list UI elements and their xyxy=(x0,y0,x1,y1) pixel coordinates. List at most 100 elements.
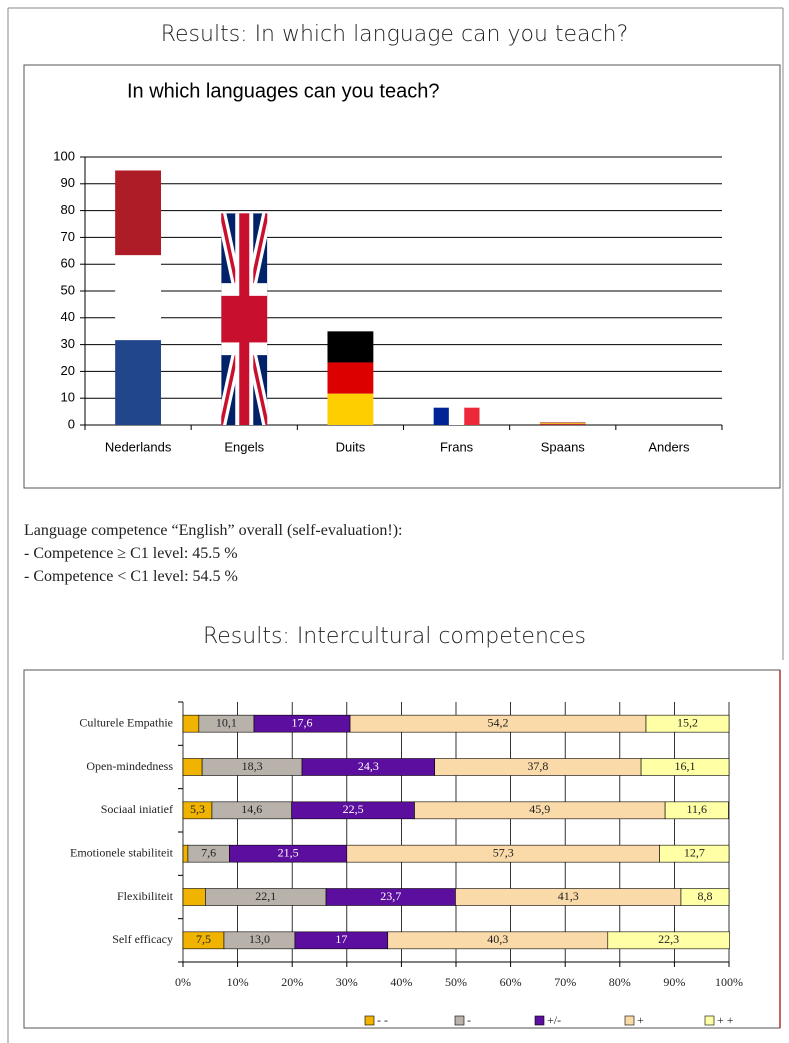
value-label: 5,3 xyxy=(190,802,205,816)
x-tick-label: Anders xyxy=(648,439,690,454)
heading: Results: In which language can you teach… xyxy=(160,22,629,47)
flag-part xyxy=(115,170,162,256)
y-tick-label: 100 xyxy=(53,148,75,163)
value-label: 13,0 xyxy=(249,932,270,946)
value-label: 37,8 xyxy=(527,759,548,773)
y-tick-label: 60 xyxy=(61,256,75,271)
bar-segment xyxy=(182,844,189,863)
x-tick-label: 100% xyxy=(715,975,743,989)
value-label: 17 xyxy=(335,932,347,946)
flag-part xyxy=(115,340,162,425)
flag-part xyxy=(539,423,586,425)
value-label: 24,3 xyxy=(358,759,379,773)
legend-swatch xyxy=(364,1015,375,1026)
y-tick-label: Open-mindedness xyxy=(86,759,173,773)
bar-segment xyxy=(182,714,200,733)
value-label: 45,9 xyxy=(529,802,550,816)
y-tick-label: 30 xyxy=(61,336,75,351)
legend-swatch xyxy=(624,1015,635,1026)
legend-swatch xyxy=(704,1015,715,1026)
bar-segment xyxy=(182,888,206,906)
note: - Competence < C1 level: 54.5 % xyxy=(24,568,238,585)
value-label: 40,3 xyxy=(487,932,508,946)
x-tick-label: Spaans xyxy=(541,439,586,454)
flag-part xyxy=(539,422,586,424)
flag-part xyxy=(327,393,374,425)
y-tick-label: 10 xyxy=(61,390,75,405)
note: Language competence “English” overall (s… xyxy=(24,522,403,539)
flag xyxy=(433,407,480,425)
y-tick-label: Emotionele stabiliteit xyxy=(70,845,174,859)
flag xyxy=(115,170,162,425)
y-tick-label: 70 xyxy=(61,229,75,244)
y-tick-label: 0 xyxy=(68,416,75,431)
competence-chart: 0% 10% 20% 30% 40% 50% 60% 70% 80% 90% 100% Culture… xyxy=(70,701,743,1027)
legend-label: +/- xyxy=(547,1013,561,1027)
flag xyxy=(221,213,268,425)
x-tick-label: Engels xyxy=(224,439,264,454)
value-label: 21,5 xyxy=(278,845,299,859)
x-tick-label: 10% xyxy=(227,975,249,989)
bar-segment xyxy=(607,931,730,950)
flag-part xyxy=(115,255,162,341)
x-tick-label: 80% xyxy=(609,975,631,989)
flag-part xyxy=(433,407,449,425)
value-label: 22,1 xyxy=(255,889,276,903)
value-label: 7,6 xyxy=(201,845,216,859)
x-tick-label: Frans xyxy=(440,439,474,454)
y-tick-label: Culturele Empathie xyxy=(79,715,173,729)
flag-part xyxy=(239,213,250,425)
bar-segment xyxy=(182,758,203,776)
value-label: 16,1 xyxy=(675,759,696,773)
bar-segment xyxy=(645,714,730,733)
value-label: 22,3 xyxy=(658,932,679,946)
value-label: 22,5 xyxy=(343,802,364,816)
value-label: 15,2 xyxy=(677,715,698,729)
x-tick-label: 30% xyxy=(336,975,358,989)
value-label: 11,6 xyxy=(687,802,708,816)
value-label: 54,2 xyxy=(488,715,509,729)
value-label: 7,5 xyxy=(196,932,211,946)
x-tick-label: 90% xyxy=(663,975,685,989)
y-tick-label: 90 xyxy=(61,175,75,190)
value-label: 17,6 xyxy=(292,715,313,729)
x-tick-label: 40% xyxy=(390,975,412,989)
flag-part xyxy=(327,362,374,394)
note: - Competence ≥ C1 level: 45.5 % xyxy=(24,545,238,562)
y-tick-label: Flexibiliteit xyxy=(117,889,174,903)
flag xyxy=(539,422,586,425)
legend-swatch xyxy=(454,1015,465,1026)
flag-part xyxy=(464,407,480,425)
x-tick-label: 20% xyxy=(281,975,303,989)
x-tick-label: 60% xyxy=(500,975,522,989)
flag-part xyxy=(448,407,465,425)
value-label: 23,7 xyxy=(380,889,401,903)
x-tick-label: 50% xyxy=(445,975,467,989)
bar-segment xyxy=(659,844,730,863)
bar-segment xyxy=(680,888,730,906)
value-label: 8,8 xyxy=(697,889,712,903)
legend-label: + + xyxy=(717,1013,734,1027)
y-tick-label: Sociaal iniatief xyxy=(101,802,173,816)
x-tick-label: 70% xyxy=(554,975,576,989)
legend-label: - xyxy=(467,1013,471,1027)
value-label: 12,7 xyxy=(684,845,705,859)
flag-part xyxy=(539,424,586,425)
x-tick-label: Nederlands xyxy=(105,439,172,454)
value-label: 57,3 xyxy=(493,845,514,859)
chart-title: In which languages can you teach? xyxy=(127,80,439,102)
flag xyxy=(327,331,374,425)
x-tick-label: Duits xyxy=(336,439,366,454)
flag-part xyxy=(327,331,374,363)
value-label: 18,3 xyxy=(242,759,263,773)
legend-label: - - xyxy=(377,1013,388,1027)
value-label: 41,3 xyxy=(558,889,579,903)
x-tick-label: 0% xyxy=(175,975,191,989)
heading: Results: Intercultural competences xyxy=(202,624,587,649)
legend-swatch xyxy=(534,1015,545,1026)
value-label: 14,6 xyxy=(241,802,262,816)
value-label: 10,1 xyxy=(216,715,237,729)
y-tick-label: 80 xyxy=(61,202,75,217)
